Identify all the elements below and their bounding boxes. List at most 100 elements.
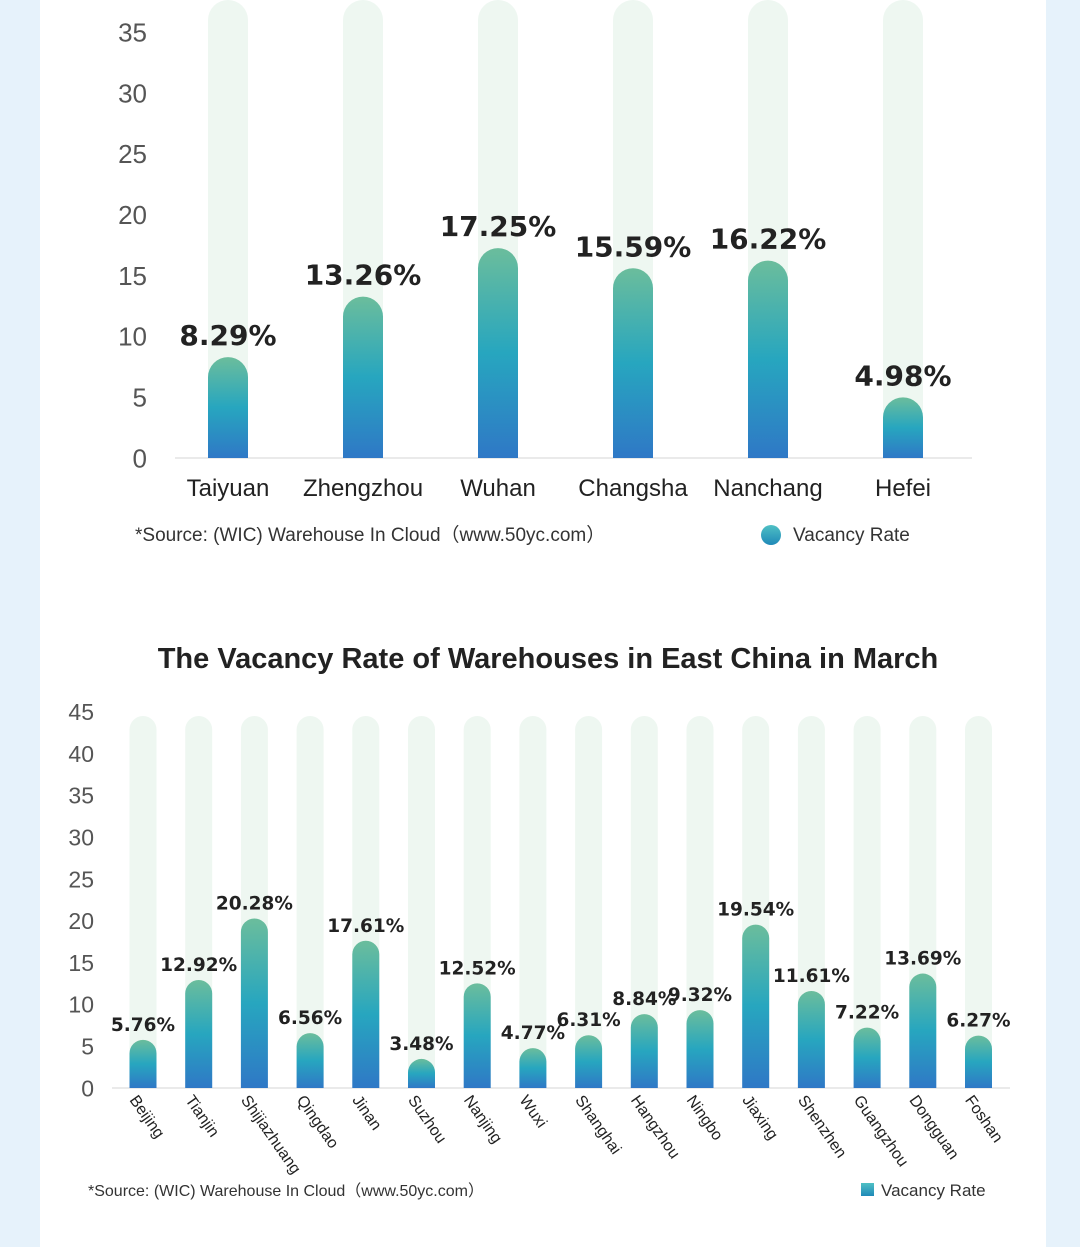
c2-category-label-shijiazhuang: Shijiazhuang — [237, 1093, 303, 1178]
c2-track-13 — [853, 716, 881, 1088]
c2-value-label-ningbo: 9.32% — [668, 985, 732, 1006]
chart2-legend-label: Vacancy Rate — [881, 1181, 986, 1200]
chart2-legend-icon — [861, 1183, 874, 1196]
c1-bar-taiyuan — [208, 357, 248, 458]
c2-category-label-tianjin: Tianjin — [181, 1093, 222, 1141]
c2-value-label-shanghai: 6.31% — [557, 1010, 621, 1031]
c1-y-tick-0: 0 — [133, 443, 147, 473]
c2-category-label-hangzhou: Hangzhou — [627, 1093, 683, 1163]
c2-bar-dongguan — [909, 973, 937, 1088]
c2-track-5 — [408, 716, 435, 1088]
c2-bar-hangzhou — [630, 1014, 658, 1088]
c2-category-label-nanjing: Nanjing — [460, 1093, 505, 1147]
c2-bar-nanjing — [463, 983, 491, 1088]
chart1-bars — [208, 248, 923, 458]
c2-category-label-suzhou: Suzhou — [404, 1093, 449, 1147]
c2-track-0 — [129, 716, 157, 1088]
c2-track-9 — [630, 716, 658, 1088]
c2-bar-jiaxing — [742, 924, 770, 1088]
c1-y-tick-5: 5 — [133, 383, 147, 413]
c2-y-tick-30: 30 — [68, 824, 94, 850]
c2-bar-shijiazhuang — [240, 918, 268, 1088]
c2-bar-shenzhen — [797, 990, 825, 1088]
c2-y-tick-15: 15 — [68, 950, 94, 976]
c1-value-label-changsha: 15.59% — [575, 230, 692, 263]
chart2-bars — [129, 918, 992, 1088]
c1-category-label-wuhan: Wuhan — [460, 475, 536, 502]
c2-value-label-guangzhou: 7.22% — [835, 1003, 899, 1024]
chart1-y-ticks: 0 5 10 15 20 25 30 35 — [118, 17, 147, 473]
c2-bar-jinan — [352, 940, 380, 1088]
c2-category-label-foshan: Foshan — [961, 1093, 1006, 1146]
c2-track-15 — [965, 716, 992, 1088]
c2-category-label-jinan: Jinan — [349, 1093, 385, 1134]
c1-category-label-taiyuan: Taiyuan — [187, 475, 270, 502]
chart1-value-labels: 8.29% 13.26% 17.25% 15.59% 16.22% 4.98% — [179, 210, 951, 392]
chart1-legend-label: Vacancy Rate — [793, 525, 910, 546]
c2-y-tick-20: 20 — [68, 908, 94, 934]
c2-y-tick-35: 35 — [68, 783, 94, 809]
c2-y-tick-25: 25 — [68, 866, 94, 892]
c1-value-label-zhengzhou: 13.26% — [305, 259, 422, 292]
c2-y-tick-10: 10 — [68, 992, 94, 1018]
c2-value-label-wuxi: 4.77% — [501, 1023, 565, 1044]
c2-value-label-jiaxing: 19.54% — [717, 900, 794, 921]
c1-bar-changsha — [613, 268, 653, 458]
east-china-chart: The Vacancy Rate of Warehouses in East C… — [68, 643, 1010, 1200]
c2-bar-wuxi — [519, 1048, 547, 1088]
c2-bar-beijing — [129, 1039, 157, 1088]
c1-y-tick-15: 15 — [118, 261, 147, 291]
chart2-value-labels: 5.76% 12.92% 20.28% 6.56% 17.61% 3.48% 12.52% 4… — [111, 893, 1011, 1054]
c1-value-label-hefei: 4.98% — [854, 359, 951, 392]
c2-y-tick-5: 5 — [81, 1033, 94, 1059]
c1-y-tick-25: 25 — [118, 139, 147, 169]
c2-value-label-tianjin: 12.92% — [160, 955, 237, 976]
chart2-y-ticks: 0 5 10 15 20 25 30 35 40 45 — [68, 699, 94, 1101]
c2-category-label-beijing: Beijing — [126, 1093, 167, 1142]
c1-y-tick-35: 35 — [118, 17, 147, 47]
c2-y-tick-40: 40 — [68, 741, 94, 767]
c2-value-label-jinan: 17.61% — [327, 916, 404, 937]
c2-value-label-hangzhou: 8.84% — [612, 989, 676, 1010]
c2-category-label-ningbo: Ningbo — [683, 1093, 726, 1144]
chart1-legend-icon — [761, 525, 781, 545]
c2-bar-suzhou — [408, 1058, 435, 1088]
c1-track-5 — [883, 0, 923, 458]
c2-bar-ningbo — [686, 1010, 714, 1088]
c1-y-tick-20: 20 — [118, 200, 147, 230]
c2-y-tick-45: 45 — [68, 699, 94, 725]
c1-track-0 — [208, 0, 248, 458]
c2-bar-shanghai — [575, 1035, 603, 1088]
c2-category-label-wuxi: Wuxi — [516, 1093, 550, 1132]
chart1-category-labels: Taiyuan Zhengzhou Wuhan Changsha Nanchang Hef… — [187, 475, 931, 502]
c1-category-label-changsha: Changsha — [578, 475, 688, 502]
chart2-source-note: *Source: (WIC) Warehouse In Cloud（www.50… — [88, 1182, 484, 1200]
c1-category-label-hefei: Hefei — [875, 475, 931, 502]
c1-bar-wuhan — [478, 248, 518, 458]
c1-bar-nanchang — [748, 260, 788, 458]
c2-track-7 — [519, 716, 547, 1088]
c1-value-label-taiyuan: 8.29% — [179, 319, 276, 352]
c2-value-label-nanjing: 12.52% — [439, 958, 516, 979]
c1-bar-hefei — [883, 397, 923, 458]
c2-value-label-qingdao: 6.56% — [278, 1008, 342, 1029]
c2-value-label-shenzhen: 11.61% — [773, 966, 850, 987]
c2-category-label-dongguan: Dongguan — [906, 1093, 962, 1163]
c2-value-label-suzhou: 3.48% — [389, 1034, 453, 1055]
c2-category-label-shanghai: Shanghai — [571, 1093, 624, 1158]
c1-category-label-zhengzhou: Zhengzhou — [303, 475, 423, 502]
c1-value-label-nanchang: 16.22% — [710, 223, 827, 256]
c2-value-label-foshan: 6.27% — [946, 1011, 1010, 1032]
c2-track-10 — [686, 716, 714, 1088]
c2-bar-foshan — [965, 1035, 992, 1088]
c2-y-tick-0: 0 — [81, 1075, 94, 1101]
central-china-chart: 0 5 10 15 20 25 30 35 8.29% 13.26% 17.25% 15.59% 16… — [118, 0, 972, 546]
c2-category-label-shenzhen: Shenzhen — [794, 1093, 849, 1162]
c2-track-8 — [575, 716, 603, 1088]
c2-value-label-shijiazhuang: 20.28% — [216, 893, 293, 914]
c2-category-label-qingdao: Qingdao — [293, 1093, 342, 1152]
c2-bar-tianjin — [185, 979, 213, 1088]
c2-category-label-jiaxing: Jiaxing — [738, 1093, 780, 1144]
